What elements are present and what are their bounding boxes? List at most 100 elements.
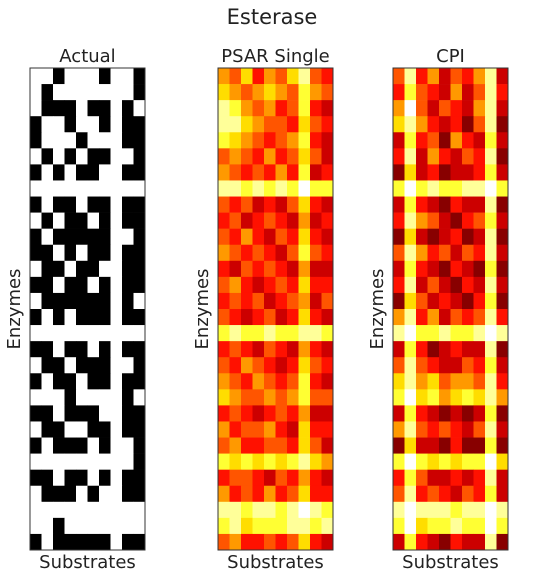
heatmap-cell	[287, 132, 299, 149]
heatmap-cell	[275, 180, 288, 197]
heatmap-cell	[393, 517, 405, 535]
heatmap-cell	[229, 68, 242, 85]
heatmap-cell	[393, 292, 405, 310]
heatmap-cell	[64, 341, 77, 358]
heatmap-cell	[87, 292, 100, 310]
heatmap-cell	[439, 212, 451, 229]
heatmap-cell	[133, 212, 146, 229]
heatmap-cell	[252, 212, 265, 229]
heatmap-cell	[53, 501, 65, 519]
heatmap-cell	[229, 180, 242, 197]
heatmap-cell	[275, 292, 288, 310]
heatmap-cell	[485, 100, 497, 117]
heatmap-cell	[99, 453, 111, 470]
heatmap-cell	[241, 421, 253, 438]
heatmap-cell	[287, 517, 299, 535]
heatmap-cell	[496, 228, 509, 246]
heatmap-cell	[122, 437, 134, 454]
heatmap-cell	[30, 180, 42, 197]
heatmap-cell	[321, 276, 334, 294]
heatmap-cell	[76, 164, 88, 181]
heatmap-cell	[298, 389, 311, 406]
heatmap-cell	[241, 100, 253, 117]
heatmap-cell	[275, 244, 288, 262]
heatmap-cell	[496, 373, 509, 390]
heatmap-cell	[264, 325, 276, 342]
heatmap-cell	[76, 276, 88, 294]
heatmap-cell	[87, 469, 100, 487]
heatmap-cell	[241, 196, 253, 213]
heatmap-cell	[450, 453, 463, 470]
heatmap-cell	[41, 389, 54, 406]
heatmap-cell	[427, 164, 440, 181]
heatmap-cell	[310, 357, 322, 374]
heatmap-cell	[264, 228, 276, 246]
heatmap-cell	[53, 325, 65, 342]
heatmap-cell	[462, 244, 474, 262]
heatmap-cell	[122, 244, 134, 262]
heatmap-cell	[298, 357, 311, 374]
heatmap-cell	[30, 196, 42, 213]
heatmap-cell	[416, 405, 428, 422]
heatmap-cell	[298, 533, 311, 551]
heatmap-cell	[229, 389, 242, 406]
heatmap-cell	[53, 389, 65, 406]
heatmap-cell	[485, 68, 497, 85]
heatmap-cell	[87, 100, 100, 117]
heatmap-cell	[87, 309, 100, 326]
heatmap-cell	[252, 469, 265, 487]
heatmap-cell	[99, 389, 111, 406]
heatmap-cell	[321, 292, 334, 310]
heatmap-cell	[229, 244, 242, 262]
heatmap-cell	[252, 421, 265, 438]
heatmap-cell	[275, 469, 288, 487]
heatmap-cell	[298, 469, 311, 487]
heatmap-cell	[321, 501, 334, 519]
heatmap-cell	[53, 212, 65, 229]
heatmap-cell	[99, 373, 111, 390]
heatmap-cell	[41, 421, 54, 438]
heatmap-cell	[485, 357, 497, 374]
heatmap-cell	[462, 164, 474, 181]
heatmap-cell	[393, 244, 405, 262]
heatmap-cell	[298, 100, 311, 117]
heatmap-cell	[264, 100, 276, 117]
heatmap-cell	[416, 421, 428, 438]
heatmap-cell	[321, 196, 334, 213]
heatmap-cell	[473, 244, 486, 262]
heatmap-cell	[393, 116, 405, 133]
heatmap-cell	[122, 405, 134, 422]
heatmap-cell	[439, 373, 451, 390]
heatmap-cell	[485, 437, 497, 454]
heatmap-cell	[298, 132, 311, 149]
heatmap-cell	[30, 389, 42, 406]
heatmap-cell	[122, 485, 134, 503]
heatmap-cell	[264, 469, 276, 487]
heatmap-cell	[41, 132, 54, 149]
heatmap-cell	[241, 292, 253, 310]
heatmap-cell	[110, 84, 123, 101]
panel-frame	[29, 67, 146, 551]
heatmap-cell	[310, 212, 322, 229]
heatmap-cell	[133, 341, 146, 358]
heatmap-cell	[450, 533, 463, 551]
heatmap-cell	[485, 485, 497, 503]
heatmap-cell	[76, 292, 88, 310]
heatmap-cell	[298, 164, 311, 181]
heatmap-cell	[439, 517, 451, 535]
heatmap-cell	[310, 244, 322, 262]
heatmap-cell	[30, 469, 42, 487]
heatmap-cell	[53, 84, 65, 101]
heatmap-cell	[450, 180, 463, 197]
heatmap-cell	[416, 485, 428, 503]
heatmap-cell	[229, 212, 242, 229]
heatmap-cell	[252, 132, 265, 149]
heatmap-cell	[287, 228, 299, 246]
heatmap-cell	[275, 357, 288, 374]
heatmap-cell	[310, 533, 322, 551]
heatmap-cell	[416, 453, 428, 470]
heatmap-cell	[450, 116, 463, 133]
heatmap-cell	[218, 453, 230, 470]
heatmap-cell	[229, 485, 242, 503]
heatmap-cell	[298, 244, 311, 262]
